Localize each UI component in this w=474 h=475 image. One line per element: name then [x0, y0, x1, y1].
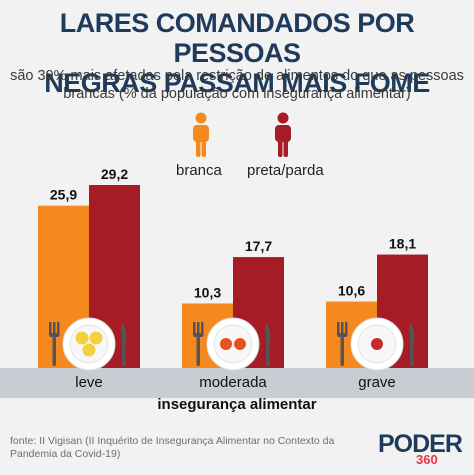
category-label-grave: grave — [358, 374, 396, 391]
source-note: fonte: II Vigisan (II Inquérito de Inseg… — [10, 435, 335, 460]
preta-parda-person-icon — [275, 112, 291, 157]
title-line-1: LARES COMANDADOS POR PESSOAS — [59, 8, 415, 68]
data-label-leve-preta-parda: 29,2 — [101, 166, 128, 182]
subtitle-line-1: são 39% mais afetadas pela restrição de … — [10, 68, 464, 84]
subtitle-line-2: brancas (% da população com insegurança … — [63, 86, 411, 102]
plate-fork-knife-icon — [337, 317, 415, 371]
chart-subtitle: são 39% mais afetadas pela restrição de … — [6, 67, 468, 103]
data-label-leve-branca: 25,9 — [50, 187, 77, 203]
logo-360: 360 — [416, 452, 438, 467]
legend-branca: branca — [176, 162, 222, 179]
bar-chart: 25,9 29,2 leve 10,3 17,7 moderada 10,6 18,1 grav… — [0, 166, 474, 413]
legend-preta-parda: preta/parda — [247, 162, 324, 179]
plate-fork-knife-icon — [193, 317, 271, 371]
data-label-moderada-branca: 10,3 — [194, 284, 221, 300]
data-label-grave-preta-parda: 18,1 — [389, 236, 416, 252]
data-label-grave-branca: 10,6 — [338, 283, 365, 299]
category-label-moderada: moderada — [199, 374, 267, 391]
data-label-moderada-preta-parda: 17,7 — [245, 238, 272, 254]
title-line-2: NEGRAS PASSAM MAIS FOME — [44, 68, 430, 98]
branca-person-icon — [193, 112, 209, 157]
plate-fork-knife-icon — [49, 317, 127, 371]
chart-title: LARES COMANDADOS POR PESSOAS NEGRAS PASS… — [0, 8, 474, 98]
x-axis-title: insegurança alimentar — [157, 396, 316, 413]
category-label-leve: leve — [75, 374, 103, 391]
logo-poder: PODER — [378, 430, 463, 458]
axis-band — [0, 368, 474, 398]
